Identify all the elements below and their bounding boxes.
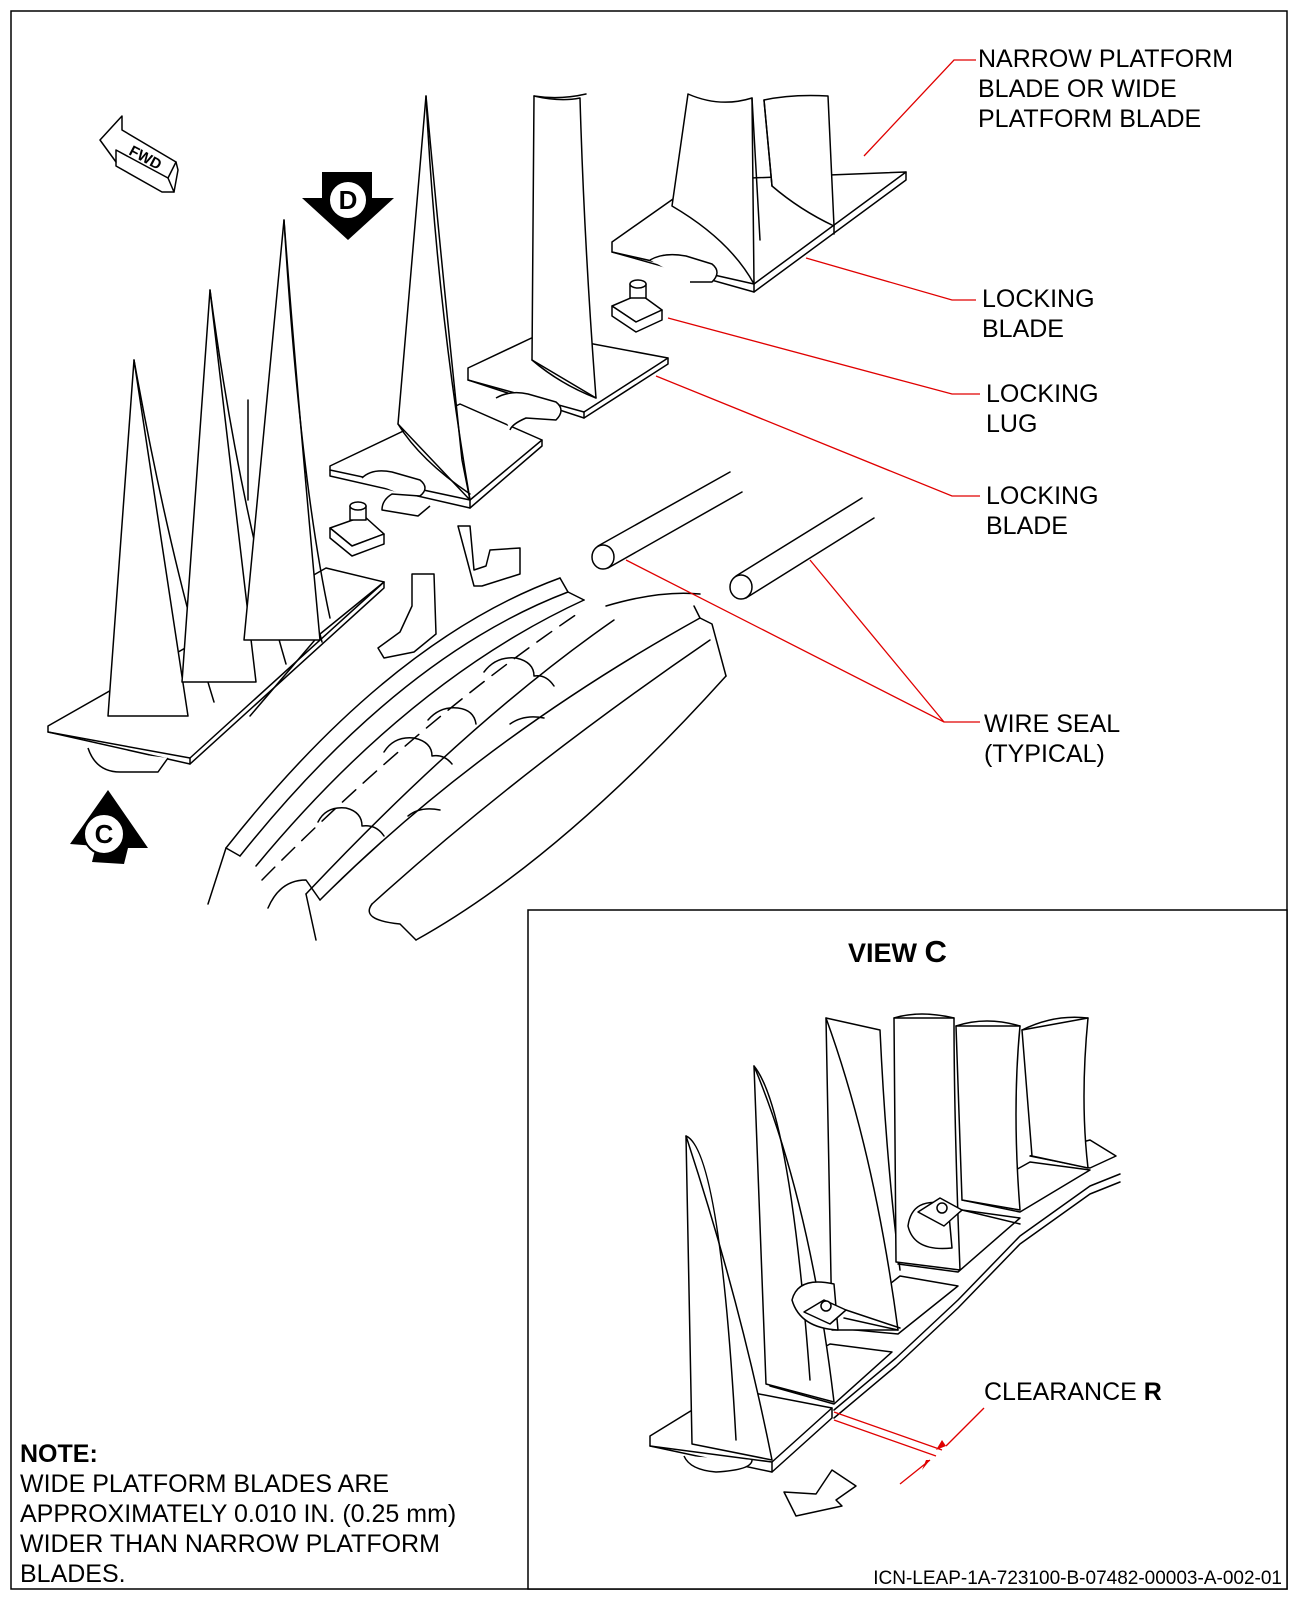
clearance-r-label: CLEARANCE R — [984, 1378, 1162, 1406]
callout-locking-blade-lower-line-2: BLADE — [986, 512, 1068, 540]
icn-code: ICN-LEAP-1A-723100-B-07482-00003-A-002-0… — [873, 1568, 1282, 1589]
install-arrow-lower-icon — [377, 573, 437, 659]
upper-right-blade-group — [611, 93, 907, 293]
note-line-3: WIDER THAN NARROW PLATFORM — [20, 1530, 440, 1558]
disk-slot-ring — [207, 577, 727, 941]
note-block: NOTE: WIDE PLATFORM BLADES ARE APPROXIMA… — [20, 1440, 456, 1588]
callout-wire-seal-line-2: (TYPICAL) — [984, 740, 1105, 768]
callout-locking-blade-lower-line-1: LOCKING — [986, 482, 1099, 510]
clearance-r-letter: R — [1144, 1378, 1162, 1406]
view-c-title: VIEW C — [848, 934, 947, 969]
fwd-arrow-icon: FWD — [99, 115, 179, 193]
callout-locking-blade-lower: LOCKING BLADE — [986, 482, 1099, 540]
view-d-letter: D — [339, 185, 358, 215]
install-arrow-upper-icon — [457, 525, 521, 587]
callout-locking-blade-upper-line-2: BLADE — [982, 315, 1064, 343]
callout-narrow-platform: NARROW PLATFORM BLADE OR WIDE PLATFORM B… — [978, 45, 1233, 133]
left-blade-group — [47, 219, 385, 773]
clearance-r-prefix: CLEARANCE — [984, 1378, 1144, 1406]
callout-locking-lug-line-1: LOCKING — [986, 380, 1099, 408]
locking-blade-lower — [329, 95, 543, 517]
callout-locking-blade-upper-line-1: LOCKING — [982, 285, 1095, 313]
callout-wire-seal: WIRE SEAL (TYPICAL) — [984, 710, 1120, 768]
wire-seal-right — [729, 497, 875, 600]
note-line-4: BLADES. — [20, 1560, 126, 1588]
callout-locking-lug: LOCKING LUG — [986, 380, 1099, 438]
view-c-detail — [649, 1013, 1121, 1517]
callout-narrow-platform-line-1: NARROW PLATFORM — [978, 45, 1233, 73]
locking-blade-upper — [467, 93, 669, 431]
callout-locking-lug-line-2: LUG — [986, 410, 1037, 438]
view-c-title-letter: C — [925, 934, 947, 969]
note-line-1: WIDE PLATFORM BLADES ARE — [20, 1470, 389, 1498]
wire-seal-left — [591, 471, 743, 570]
callout-narrow-platform-line-2: BLADE OR WIDE — [978, 75, 1177, 103]
callout-locking-blade-upper: LOCKING BLADE — [982, 285, 1095, 343]
view-d-arrow-icon: D — [302, 172, 394, 240]
locking-lug-upper — [611, 279, 663, 333]
view-c-arrow-icon: C — [70, 790, 148, 864]
view-c-title-prefix: VIEW — [848, 938, 925, 968]
callout-wire-seal-line-1: WIRE SEAL — [984, 710, 1120, 738]
callout-narrow-platform-line-3: PLATFORM BLADE — [978, 105, 1201, 133]
locking-lug-lower — [329, 501, 385, 557]
note-line-2: APPROXIMATELY 0.010 IN. (0.25 mm) — [20, 1500, 456, 1528]
note-heading: NOTE: — [20, 1440, 98, 1468]
leader-lines — [625, 59, 980, 723]
view-c-letter: C — [95, 819, 114, 849]
